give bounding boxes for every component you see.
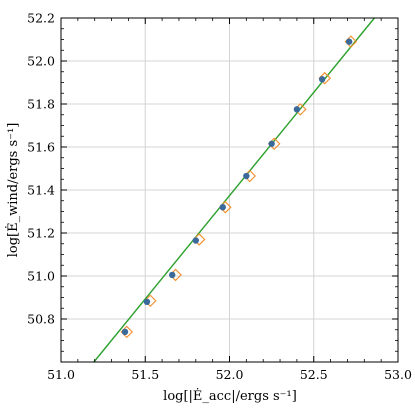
x-tick-labels: 51.0 51.5 52.0 52.5 53.0 bbox=[47, 367, 412, 382]
y-tick-label: 51.4 bbox=[27, 183, 55, 198]
data-point bbox=[318, 76, 326, 83]
x-tick-label: 51.5 bbox=[131, 367, 159, 382]
data-point bbox=[345, 38, 353, 45]
y-tick-label: 50.8 bbox=[27, 312, 55, 327]
y-tick-label: 52.2 bbox=[27, 11, 55, 26]
y-tick-label: 51.8 bbox=[27, 97, 55, 112]
circle-point-layer bbox=[121, 38, 353, 336]
x-tick-label: 51.0 bbox=[47, 367, 75, 382]
grid-lines bbox=[61, 18, 398, 362]
x-tick-label: 52.5 bbox=[300, 367, 328, 382]
y-tick-label: 51.2 bbox=[27, 226, 55, 241]
x-tick-label: 53.0 bbox=[384, 367, 412, 382]
data-point bbox=[143, 298, 151, 305]
y-tick-label: 51.0 bbox=[27, 269, 55, 284]
x-tick-label: 52.0 bbox=[216, 367, 244, 382]
x-axis-label: log[|Ė_acc|/ergs s⁻¹] bbox=[163, 387, 297, 404]
data-point bbox=[243, 172, 250, 180]
data-point bbox=[192, 237, 199, 244]
data-point bbox=[121, 328, 129, 336]
y-tick-label: 51.6 bbox=[27, 140, 55, 155]
data-point bbox=[169, 271, 176, 279]
axis-ticks bbox=[60, 17, 399, 362]
data-point bbox=[293, 106, 301, 113]
y-tick-labels: 50.8 51.0 51.2 51.4 51.6 51.8 52.0 52.2 bbox=[27, 11, 55, 327]
data-point bbox=[268, 140, 275, 147]
y-tick-label: 52.0 bbox=[27, 54, 55, 69]
y-axis-label: log[Ė_wind/ergs s⁻¹] bbox=[4, 123, 21, 258]
data-point bbox=[219, 204, 226, 211]
